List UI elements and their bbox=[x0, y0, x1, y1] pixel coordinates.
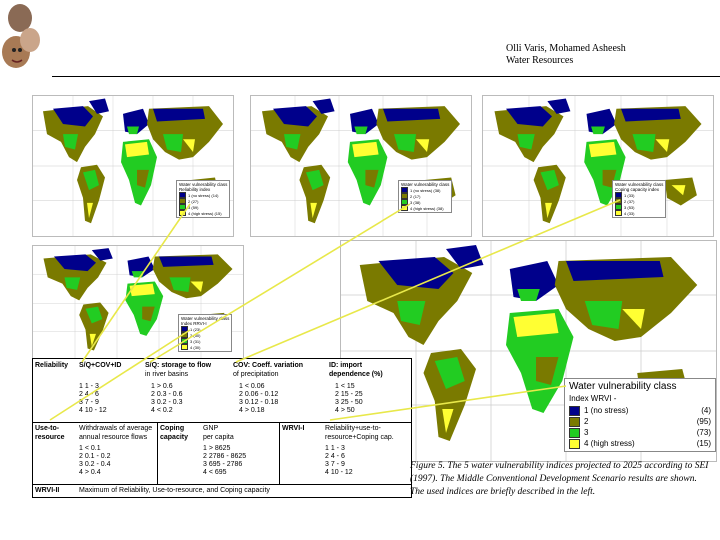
header-rule bbox=[52, 76, 720, 77]
legend-row: 3 (73) bbox=[569, 427, 711, 438]
head-sq-storage-2: in river basins bbox=[145, 371, 189, 378]
legend-wrvi-i: Water vulnerability class Index RRVI-I 1… bbox=[178, 314, 233, 352]
legend-subtitle: Coping capacity index bbox=[615, 187, 660, 192]
legend-row: 4 (high stress) (38) bbox=[401, 205, 449, 211]
legend-row: 1 (33) bbox=[615, 192, 663, 198]
legend-subtitle: Index WRVI - bbox=[569, 394, 617, 403]
legend-row: 1 (no stress) (14) bbox=[179, 192, 227, 198]
legend-row: 4 (high stress) (15) bbox=[179, 210, 227, 216]
head-rel-use-2: resource+Coping cap. bbox=[325, 434, 394, 441]
legend-row: 1 (no stress) (4) bbox=[569, 405, 711, 416]
legend-row: 2 (95) bbox=[569, 416, 711, 427]
col-id-classes: 1 < 15 2 15 - 25 3 25 - 50 4 > 50 bbox=[335, 383, 363, 414]
legend-title: Water vulnerability class bbox=[569, 381, 677, 392]
legend-row: 4 (30) bbox=[181, 344, 229, 350]
map-use-to-resource bbox=[250, 95, 472, 237]
row-label-use-to: Use-to- bbox=[35, 425, 60, 432]
legend-title: Water vulnerability class bbox=[615, 182, 664, 187]
legend-subtitle: Reliability index bbox=[179, 187, 211, 192]
row-label-reliability: Reliability bbox=[35, 362, 69, 369]
head-cov: COV: Coeff. variation bbox=[233, 362, 304, 369]
col-gnp-classes: 1 > 8625 2 2786 - 8625 3 695 - 2786 4 < 695 bbox=[203, 445, 247, 476]
legend-title: Water vulnerability class bbox=[401, 182, 450, 187]
legend-row: 4 (33) bbox=[615, 210, 663, 216]
head-sq-storage: S/Q: storage to flow bbox=[145, 362, 212, 369]
head-id-2: dependence (%) bbox=[329, 371, 383, 378]
running-header: Olli Varis, Mohamed Asheesh Water Resour… bbox=[506, 43, 626, 67]
head-gnp-2: per capita bbox=[203, 434, 234, 441]
figure-caption: Figure 5. The 5 water vulnerability indi… bbox=[410, 461, 709, 497]
row-label-wrvi-i: WRVI-I bbox=[282, 425, 305, 432]
wrvi-ii-description: Maximum of Reliability, Use-to-resource,… bbox=[79, 487, 270, 494]
legend-reliability: Water vulnerability class Reliability in… bbox=[176, 180, 231, 218]
row-label-wrvi-ii: WRVI-II bbox=[35, 487, 60, 494]
head-rel-use: Reliability+use-to- bbox=[325, 425, 381, 432]
head-gnp: GNP bbox=[203, 425, 219, 432]
legend-row: 1 (no stress) (38) bbox=[401, 187, 449, 193]
head-withdrawal-2: annual resource flows bbox=[79, 434, 148, 441]
map-coping-capacity bbox=[482, 95, 714, 237]
head-cov-2: of precipitation bbox=[233, 371, 279, 378]
legend-title: Water vulnerability class bbox=[179, 182, 228, 187]
legend-row: 4 (high stress) (15) bbox=[569, 438, 711, 449]
header-journal: Water Resources bbox=[506, 55, 574, 66]
row-label-resource: resource bbox=[35, 434, 65, 441]
legend-wrvi-ii: Water vulnerability class Index WRVI - 1… bbox=[564, 378, 716, 452]
row-label-coping: Coping bbox=[160, 425, 185, 432]
col-cov-classes: 1 < 0.06 2 0.06 - 0.12 3 0.12 - 0.18 4 > 0.… bbox=[239, 383, 279, 414]
row-label-capacity: capacity bbox=[160, 434, 189, 441]
legend-row: 2 (17) bbox=[401, 193, 449, 199]
index-table: Reliability S/Q+COV+ID S/Q: storage to f… bbox=[32, 358, 412, 498]
col-storage-classes: 1 > 0.6 2 0.3 - 0.6 3 0.2 - 0.3 4 < 0.2 bbox=[151, 383, 183, 414]
formula-sq-cov-id: S/Q+COV+ID bbox=[79, 362, 122, 369]
col-withdrawal-classes: 1 < 0.1 2 0.1 - 0.2 3 0.2 - 0.4 4 > 0.4 bbox=[79, 445, 111, 476]
header-photo bbox=[0, 0, 46, 80]
legend-coping-capacity: Water vulnerability class Coping capacit… bbox=[612, 180, 667, 218]
legend-use-to-resource: Water vulnerability class 1 (no stress) … bbox=[398, 180, 453, 213]
head-withdrawal: Withdrawals of average bbox=[79, 425, 153, 432]
head-id: ID: import bbox=[329, 362, 363, 369]
header-authors: Olli Varis, Mohamed Asheesh bbox=[506, 43, 626, 54]
